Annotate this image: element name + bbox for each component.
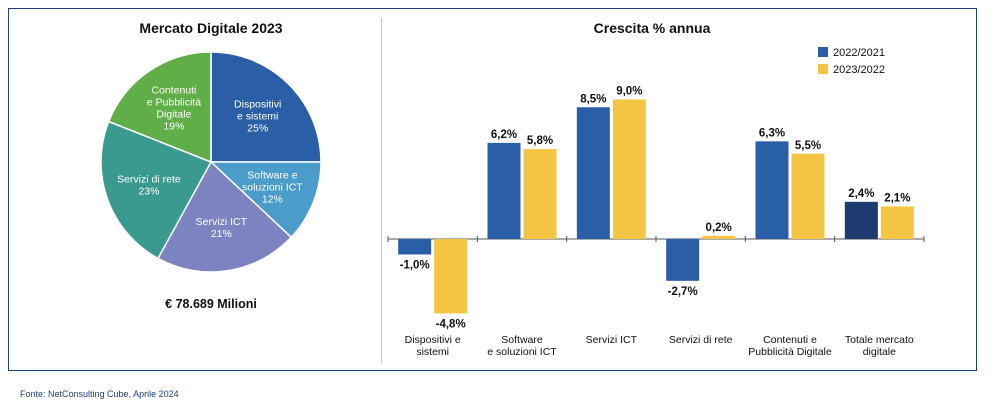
bar-value-label: 5,8% (527, 135, 553, 147)
pie-label-servizi-di-rete: Servizi di rete 23% (117, 173, 181, 197)
pie-title: Mercato Digitale 2023 (139, 20, 282, 36)
bar-servizi-ict-2023-2022 (612, 99, 646, 239)
bar-totale-mercato-digitale-2022-2021 (844, 201, 878, 239)
legend-label-2023-2022: 2023/2022 (833, 64, 885, 76)
legend: 2022/2021 2023/2022 (818, 47, 885, 76)
bar-dispositivi-e-sistemi-2023-2022 (434, 239, 468, 314)
bar-value-label: -1,0% (400, 260, 430, 272)
bar-servizi-di-rete-2023-2022 (702, 235, 736, 239)
pie-label-servizi-ict: Servizi ICT 21% (196, 216, 248, 240)
bar-value-label: 6,2% (491, 129, 517, 141)
pie-slice-dispositivi-e-sistemi (210, 51, 322, 163)
category-label-software-e-soluzioni-ict: Software e soluzioni ICT (487, 334, 557, 358)
legend-swatch-2023-2022 (818, 64, 828, 74)
pie-slice-software-e-soluzioni-ict (209, 161, 322, 239)
bar-servizi-di-rete-2022-2021 (666, 239, 700, 281)
bar-software-e-soluzioni-ict-2023-2022 (523, 149, 557, 239)
pie-slice-servizi-ict (156, 160, 293, 273)
bar-value-label: 0,2% (706, 222, 732, 234)
category-label-dispositivi-e-sistemi: Dispositivi e sistemi (405, 334, 461, 358)
bar-value-label: 6,3% (759, 127, 785, 139)
bar-chart: -1,0% -4,8% Dispositivi e sistemi 6,2% 5,8% So… (387, 86, 925, 358)
bar-value-label: 2,4% (848, 188, 874, 200)
pie-label-software-e-soluzioni-ict: Software e soluzioni ICT 12% (242, 169, 303, 205)
legend-swatch-2022-2021 (818, 47, 828, 57)
bar-value-label: -2,7% (668, 286, 698, 298)
source-note: Fonte: NetConsulting Cube, Aprile 2024 (20, 389, 179, 399)
category-label-totale-mercato-digitale: Totale mercato digitale (845, 334, 914, 358)
pie-slice-servizi-di-rete (100, 120, 213, 260)
bar-value-label: 5,5% (795, 140, 821, 152)
bar-dispositivi-e-sistemi-2022-2021 (398, 239, 432, 255)
bar-servizi-ict-2022-2021 (576, 107, 610, 239)
pie-label-contenuti-e-pubblicita-digitale: Contenuti e Pubblicità Digitale 19% (147, 84, 201, 132)
bar-value-label: 2,1% (884, 192, 910, 204)
bar-software-e-soluzioni-ict-2022-2021 (487, 142, 521, 239)
pie-slice-contenuti-e-pubblicita-digitale (107, 51, 212, 164)
category-label-servizi-di-rete: Servizi di rete (669, 334, 733, 346)
bar-contenuti-e-pubblicita-digitale-2023-2022 (791, 153, 825, 239)
bar-title: Crescita % annua (594, 20, 711, 36)
bar-totale-mercato-digitale-2023-2022 (880, 206, 914, 239)
pie-label-dispositivi-e-sistemi: Dispositivi e sistemi 25% (234, 98, 281, 134)
chart-frame (8, 8, 977, 371)
pie-chart: Dispositivi e sistemi 25% Software e soluzio… (100, 51, 322, 273)
bar-value-label: 8,5% (580, 93, 606, 105)
category-label-servizi-ict: Servizi ICT (586, 334, 638, 346)
legend-label-2022-2021: 2022/2021 (833, 47, 885, 59)
bar-value-label: 9,0% (616, 86, 642, 98)
category-label-contenuti-e-pubblicita-digitale: Contenuti e Pubblicità Digitale (748, 334, 832, 358)
bar-value-label: -4,8% (436, 318, 466, 330)
pie-total: € 78.689 Milioni (165, 297, 257, 311)
panel-divider (381, 18, 382, 363)
bar-contenuti-e-pubblicita-digitale-2022-2021 (755, 141, 789, 239)
